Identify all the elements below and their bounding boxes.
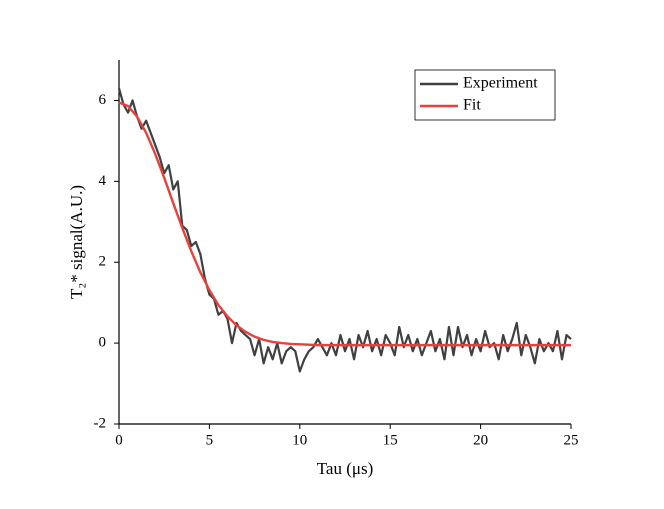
y-tick-label: 6	[99, 92, 107, 108]
x-tick-label: 10	[292, 432, 307, 448]
y-axis-label: T₂* signal(A.U.)	[67, 185, 86, 299]
x-tick-label: 25	[564, 432, 579, 448]
series-line	[118, 101, 571, 347]
x-axis-label: Tau (μs)	[317, 459, 374, 478]
series-line	[117, 88, 572, 373]
x-tick-label: 20	[473, 432, 488, 448]
y-tick-label: 4	[99, 173, 107, 189]
legend-label: Experiment	[463, 75, 538, 92]
y-tick-label: -2	[94, 415, 107, 431]
y-tick-label: 2	[99, 254, 107, 270]
x-tick-label: 5	[206, 432, 214, 448]
x-tick-label: 0	[115, 432, 123, 448]
x-tick-label: 15	[383, 432, 398, 448]
y-tick-label: 0	[99, 335, 107, 351]
legend-box	[414, 69, 556, 121]
legend-label: Fit	[463, 97, 481, 114]
